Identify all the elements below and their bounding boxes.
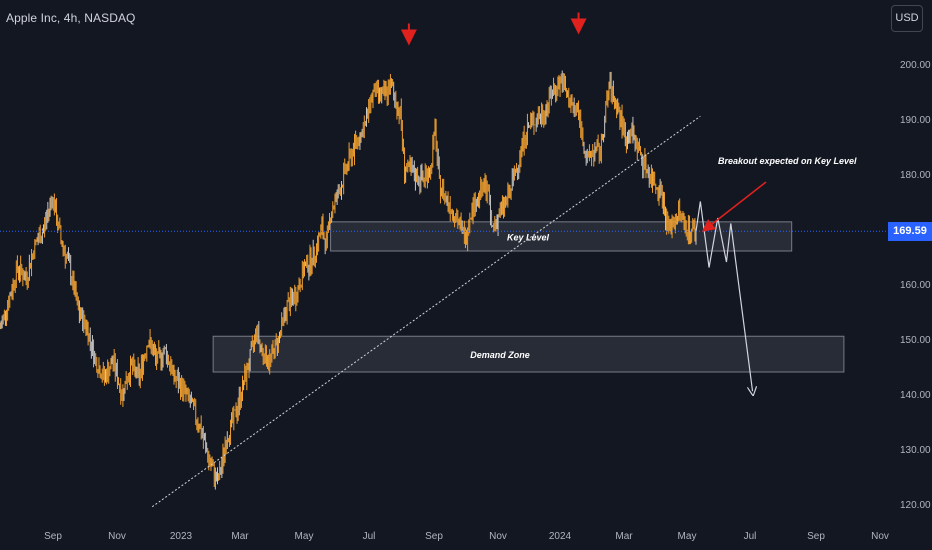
x-tick-label: 2024 xyxy=(549,531,572,542)
key-level-zone xyxy=(330,221,793,252)
zones-layer: Key Level Demand Zone xyxy=(212,221,845,373)
demand-zone-label: Demand Zone xyxy=(470,350,530,360)
x-tick-label: 2023 xyxy=(170,531,193,542)
y-tick-label: 140.00 xyxy=(900,390,931,401)
y-tick-label: 120.00 xyxy=(900,500,931,511)
demand-zone xyxy=(212,335,845,373)
x-tick-label: Sep xyxy=(44,531,62,542)
y-tick-label: 200.00 xyxy=(900,60,931,71)
breakout-arrow xyxy=(701,181,767,232)
symbol-title: Apple Inc, 4h, NASDAQ xyxy=(6,11,136,25)
x-tick-label: Nov xyxy=(871,531,889,542)
last-price-badge: 169.59 xyxy=(888,222,932,241)
y-tick-label: 130.00 xyxy=(900,445,931,456)
x-tick-label: Jul xyxy=(363,531,376,542)
x-tick-label: Nov xyxy=(489,531,507,542)
x-tick-label: Mar xyxy=(615,531,633,542)
y-tick-label: 150.00 xyxy=(900,335,931,346)
x-tick-label: Sep xyxy=(425,531,443,542)
axis-layer: 120.00130.00140.00150.00160.00170.00180.… xyxy=(44,60,931,542)
projection-path xyxy=(695,201,753,392)
y-tick-label: 190.00 xyxy=(900,115,931,126)
x-tick-label: Sep xyxy=(807,531,825,542)
x-tick-label: May xyxy=(678,531,697,542)
trendline xyxy=(151,115,701,508)
currency-button[interactable]: USD xyxy=(891,5,923,32)
overlay-layer: Breakout expected on Key Level xyxy=(0,12,888,508)
y-tick-label: 180.00 xyxy=(900,170,931,181)
x-tick-label: Nov xyxy=(108,531,126,542)
x-tick-label: Jul xyxy=(744,531,757,542)
breakout-annotation: Breakout expected on Key Level xyxy=(718,156,857,166)
x-tick-label: Mar xyxy=(231,531,249,542)
x-tick-label: May xyxy=(295,531,314,542)
y-tick-label: 160.00 xyxy=(900,280,931,291)
price-layer xyxy=(0,70,697,490)
key-level-label: Key Level xyxy=(507,232,550,242)
